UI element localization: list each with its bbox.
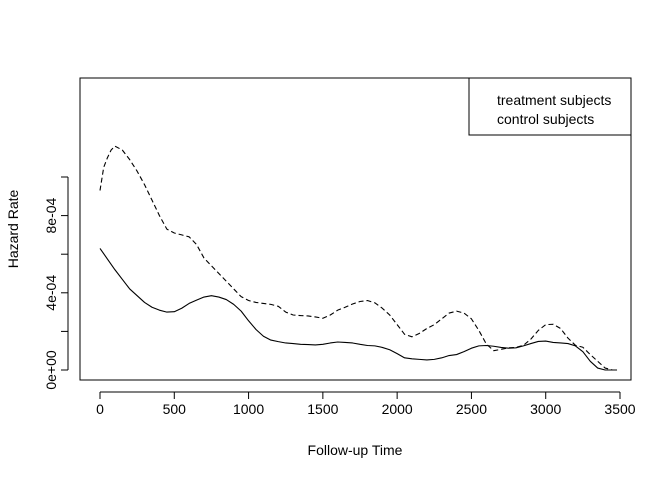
plot-box (79, 77, 632, 381)
y-tick-label: 8e-04 (43, 197, 59, 233)
x-tick-label: 0 (96, 401, 104, 417)
treatment-subjects-line (99, 248, 618, 371)
x-axis: 0 500 1000 1500 2000 2500 3000 3500 (96, 391, 636, 417)
legend-entry-control: control subjects (497, 111, 594, 127)
legend-entry-treatment: treatment subjects (497, 92, 611, 108)
y-tick-label: 4e-04 (43, 275, 59, 311)
x-tick-label: 2000 (382, 401, 413, 417)
legend: treatment subjects control subjects (468, 77, 632, 136)
x-tick-label: 500 (163, 401, 187, 417)
x-tick-label: 3500 (604, 401, 635, 417)
y-axis: 0e+00 4e-04 8e-04 (43, 176, 69, 390)
x-tick-label: 1000 (233, 401, 264, 417)
legend-box (468, 77, 632, 136)
series-layer (99, 145, 618, 371)
y-tick-label: 0e+00 (43, 350, 59, 390)
x-tick-label: 3000 (530, 401, 561, 417)
x-tick-label: 2500 (456, 401, 487, 417)
x-axis-label: Follow-up Time (308, 442, 403, 458)
x-tick-label: 1500 (307, 401, 338, 417)
control-subjects-line (99, 145, 618, 371)
y-axis-label: Hazard Rate (5, 189, 21, 268)
